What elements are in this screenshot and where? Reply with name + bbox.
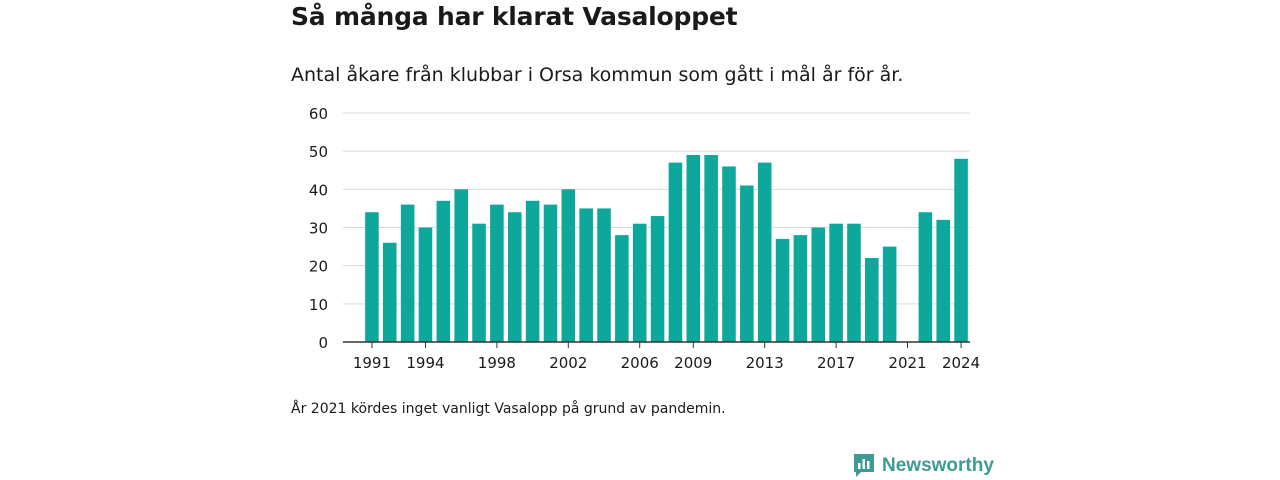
bar-2001: [543, 204, 558, 342]
x-tick-label: 2013: [746, 354, 784, 372]
bar-2004: [597, 208, 611, 342]
x-tick-label: 1998: [478, 354, 516, 372]
bar-1997: [472, 223, 486, 342]
bar-2010: [704, 154, 718, 342]
bar-1996: [454, 189, 468, 342]
newsworthy-logo-text: Newsworthy: [882, 455, 994, 476]
bar-2007: [650, 216, 665, 342]
bar-2011: [722, 166, 736, 342]
bar-2023: [936, 219, 951, 342]
bar-1991: [365, 212, 379, 342]
x-axis-ticks: 1991 1994 1998 2002 2006 2009 2013 2017 2021 2024: [353, 342, 980, 372]
bar-2016: [811, 227, 826, 342]
bar-2024: [954, 158, 968, 342]
x-tick-label: 2009: [674, 354, 712, 372]
x-tick-label: 2024: [942, 354, 980, 372]
y-tick-label: 0: [318, 334, 328, 352]
bar-1995: [436, 200, 451, 342]
y-tick-label: 50: [309, 143, 328, 161]
footnote: År 2021 kördes inget vanligt Vasalopp på…: [291, 401, 726, 417]
bar-2017: [829, 223, 843, 342]
y-tick-label: 20: [309, 258, 328, 276]
y-axis-ticks: 0 10 20 30 40 50 60: [309, 105, 328, 352]
y-tick-label: 40: [309, 181, 328, 199]
bar-2000: [525, 200, 540, 342]
bar-2002: [561, 189, 576, 342]
bar-2018: [847, 223, 861, 342]
bar-1998: [490, 204, 504, 342]
y-tick-label: 10: [309, 296, 328, 314]
bar-1999: [507, 212, 522, 342]
bar-2022: [918, 212, 933, 342]
x-tick-label: 2021: [888, 354, 926, 372]
x-tick-label: 2006: [621, 354, 659, 372]
bar-2012: [740, 185, 754, 342]
x-tick-label: 1991: [353, 354, 391, 372]
bars: [365, 154, 968, 342]
bar-1992: [382, 242, 397, 342]
bar-1993: [400, 204, 415, 342]
x-tick-label: 2002: [549, 354, 587, 372]
bar-2006: [632, 223, 647, 342]
bar-1994: [418, 227, 433, 342]
bar-2009: [686, 154, 701, 342]
bar-2003: [579, 208, 593, 342]
newsworthy-logo-icon: [854, 454, 874, 477]
bar-2008: [668, 162, 683, 342]
bar-2015: [793, 235, 808, 342]
chart-title: Så många har klarat Vasaloppet: [291, 2, 738, 31]
bar-2014: [775, 238, 790, 342]
y-tick-label: 60: [309, 105, 328, 123]
chart-subtitle: Antal åkare från klubbar i Orsa kommun s…: [291, 64, 904, 86]
bar-2013: [757, 162, 772, 342]
y-tick-label: 30: [309, 220, 328, 238]
bar-2005: [615, 235, 629, 342]
bar-2020: [882, 246, 897, 342]
x-tick-label: 2017: [817, 354, 855, 372]
newsworthy-logo[interactable]: Newsworthy: [852, 453, 994, 479]
bar-2019: [865, 258, 879, 342]
x-tick-label: 1994: [406, 354, 444, 372]
